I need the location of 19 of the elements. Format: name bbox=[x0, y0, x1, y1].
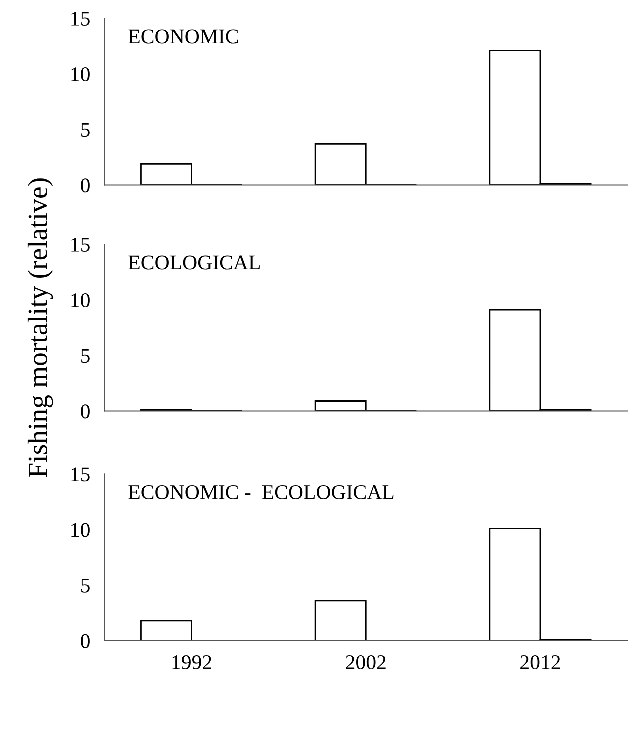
y-tick-label: 0 bbox=[81, 404, 90, 419]
x-tick-label: 2002 bbox=[346, 655, 386, 670]
y-tick-label: 10 bbox=[72, 523, 90, 538]
x-tick-label: 2012 bbox=[520, 655, 560, 670]
y-tick-label: 10 bbox=[72, 293, 90, 308]
y-tick-label: 15 bbox=[72, 468, 90, 482]
x-tick-label: 1992 bbox=[172, 656, 212, 670]
y-tick-label: 0 bbox=[81, 634, 90, 648]
y-tick-label: 0 bbox=[81, 178, 90, 193]
annotation: ECONOMIC - ECOLOGICAL bbox=[128, 485, 394, 500]
annotation: ECOLOGICAL bbox=[128, 256, 260, 270]
y-tick-label: 15 bbox=[72, 12, 90, 26]
y-tick-label: 5 bbox=[82, 349, 90, 364]
y-tick-label: 5 bbox=[82, 123, 90, 138]
y-tick-label: 15 bbox=[72, 238, 90, 252]
y-axis-title: Fishing mortality (relative) bbox=[28, 178, 54, 478]
annotation: ECONOMIC bbox=[128, 30, 238, 44]
y-tick-label: 5 bbox=[82, 578, 90, 593]
y-tick-label: 10 bbox=[72, 67, 90, 82]
